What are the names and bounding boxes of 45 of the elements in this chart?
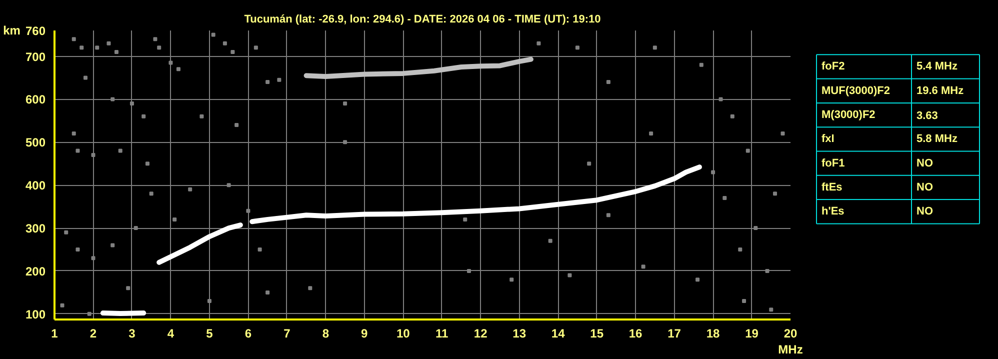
y-tick-label: 700 bbox=[25, 50, 46, 64]
x-tick-label: 16 bbox=[628, 326, 643, 340]
x-tick-label: 13 bbox=[512, 326, 526, 340]
x-tick-label: 14 bbox=[551, 326, 566, 340]
text: 5.8 MHz bbox=[916, 133, 958, 146]
y-tick-label: 400 bbox=[25, 178, 46, 193]
x-tick-label: 2 bbox=[90, 326, 97, 340]
x-tick-label: 11 bbox=[436, 326, 449, 340]
x-tick-label: 3 bbox=[128, 326, 136, 340]
x-tick-label: 5 bbox=[206, 326, 214, 340]
x-tick-label: 15 bbox=[590, 326, 604, 340]
x-axis-title: MHz bbox=[778, 342, 803, 356]
text: MUF(3000)F2 bbox=[822, 84, 890, 97]
x-tick-label: 1 bbox=[51, 326, 58, 340]
y-tick-label: 100 bbox=[25, 307, 46, 322]
text: foF2 bbox=[822, 60, 845, 73]
text: ftEs bbox=[822, 181, 842, 194]
x-tick-label: 18 bbox=[706, 326, 720, 340]
x-tick-label: 7 bbox=[284, 326, 291, 340]
x-tick-label: 9 bbox=[361, 326, 368, 340]
text: NO bbox=[916, 206, 934, 218]
x-tick-label: 10 bbox=[396, 326, 410, 340]
chart-title: Tucumán (lat: -26.9, lon: 294.6) - DATE: 2026 04 06 - TIME (UT): 19:10 bbox=[244, 14, 601, 26]
text: 19.6 MHz bbox=[916, 84, 964, 97]
y-tick-label: 760 bbox=[25, 24, 46, 38]
x-tick-label: 19 bbox=[745, 326, 759, 340]
text: NO bbox=[916, 181, 934, 194]
x-tick-label: 4 bbox=[167, 326, 174, 340]
y-tick-label: 200 bbox=[25, 264, 46, 278]
x-tick-label: 17 bbox=[668, 326, 682, 340]
y-axis-title: km bbox=[3, 24, 20, 38]
text: 3.63 bbox=[916, 110, 938, 122]
x-tick-label: 6 bbox=[244, 326, 252, 340]
text: foF1 bbox=[822, 157, 845, 170]
text: h'Es bbox=[822, 206, 844, 218]
text: M(3000)F2 bbox=[822, 109, 876, 122]
y-tick-label: 600 bbox=[25, 92, 46, 107]
y-tick-label: 300 bbox=[25, 222, 46, 236]
y-tick-label: 500 bbox=[25, 136, 46, 150]
text: NO bbox=[916, 157, 934, 170]
x-tick-label: 20 bbox=[784, 326, 798, 340]
x-tick-label: 12 bbox=[474, 326, 488, 340]
text: fxI bbox=[822, 133, 834, 146]
x-tick-label: 8 bbox=[322, 326, 330, 340]
text: 5.4 MHz bbox=[916, 60, 958, 73]
